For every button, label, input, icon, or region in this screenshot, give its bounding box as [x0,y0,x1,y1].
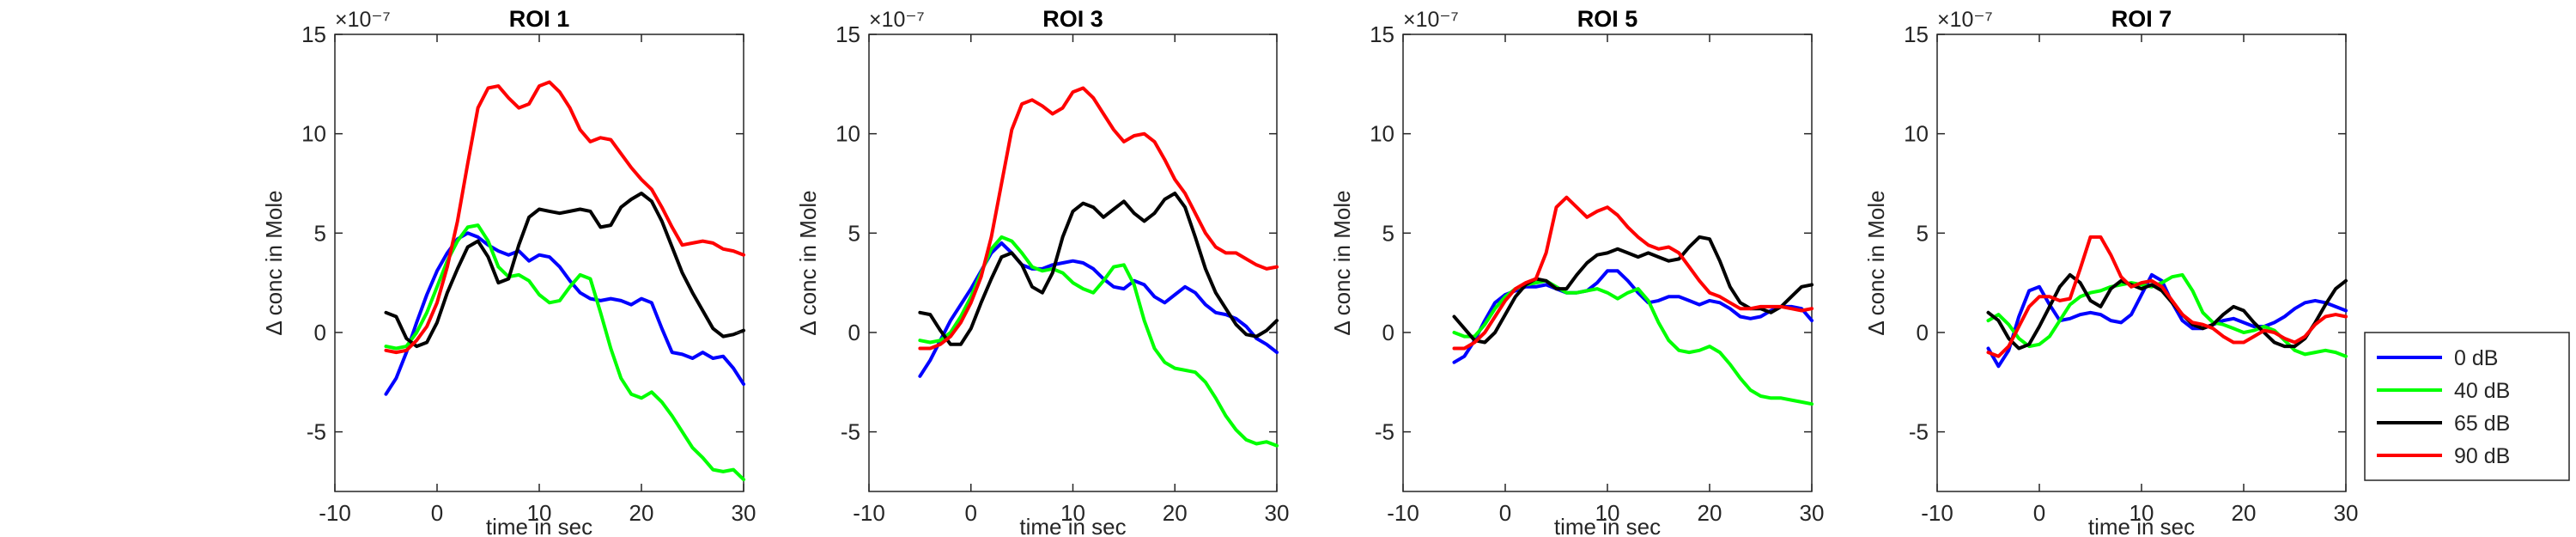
y-tick-label: 15 [1904,21,1929,47]
legend-label: 90 dB [2454,444,2510,468]
y-tick-label: 0 [1917,320,1929,345]
x-tick-label: 20 [1698,500,1722,526]
x-tick-label: -10 [319,500,351,526]
series-line-90-db [1986,235,2348,358]
chart-title: ROI 5 [1577,6,1638,32]
y-tick-label: 10 [1904,121,1929,147]
x-tick-label: 0 [965,500,977,526]
y-tick-label: -5 [841,419,860,445]
y-tick-label: 15 [1370,21,1394,47]
x-axis-label: time in sec [1019,514,1126,537]
y-axis-multiplier: ×10⁻⁷ [1403,8,1459,32]
y-axis-label: Δ conc in Mole [795,190,821,335]
x-axis-label: time in sec [2088,514,2195,537]
series-line-65-db [1986,272,2348,351]
y-tick-label: 5 [1917,220,1929,246]
series-line-65-db [918,192,1279,346]
legend-label: 0 dB [2454,346,2498,370]
x-tick-label: 0 [1499,500,1511,526]
series-line-40-db [384,223,745,482]
x-tick-label: -10 [1921,500,1953,526]
x-tick-label: 30 [1800,500,1825,526]
x-tick-label: 10 [527,500,552,526]
x-tick-label: 0 [431,500,443,526]
y-axis-label: Δ conc in Mole [261,190,287,335]
series-line-90-db [384,80,745,355]
legend-label: 40 dB [2454,379,2510,403]
x-tick-label: -10 [853,500,885,526]
y-tick-label: 5 [848,220,860,246]
axes-box [1402,34,1813,492]
chart-title: ROI 7 [2111,6,2172,32]
y-axis-multiplier: ×10⁻⁷ [1937,8,1993,32]
x-tick-label: 10 [1595,500,1620,526]
y-tick-label: 0 [1382,320,1394,345]
x-axis-label: time in sec [1554,514,1661,537]
series-line-90-db [1452,195,1814,351]
x-tick-label: 10 [2129,500,2154,526]
x-tick-label: 20 [2232,500,2257,526]
x-tick-label: 30 [2334,500,2359,526]
x-tick-label: 10 [1060,500,1085,526]
x-tick-label: 30 [1265,500,1290,526]
y-tick-label: 10 [1370,121,1394,147]
y-tick-label: 5 [1382,220,1394,246]
chart-panel-3: -10 0 10 20 30 -5 0 5 10 15 ROI 5 ×10⁻⁷ time in sec Δ… [1329,6,1824,537]
y-tick-label: 5 [314,220,326,246]
series-line-0-db [384,231,745,396]
legend-label: 65 dB [2454,412,2510,436]
y-tick-label: -5 [1375,419,1394,445]
y-axis-label: Δ conc in Mole [1863,190,1889,335]
axes-box [868,34,1278,492]
series-line-65-db [384,192,745,349]
y-tick-label: -5 [307,419,326,445]
x-tick-label: 30 [732,500,756,526]
chart-title: ROI 1 [509,6,570,32]
y-tick-label: 15 [835,21,860,47]
chart-panel-1: -10 0 10 20 30 -5 0 5 10 15 ROI 1 ×10⁻⁷ time in sec Δ… [261,6,756,537]
axes-box [334,34,744,492]
y-axis-label: Δ conc in Mole [1329,190,1355,335]
y-axis-multiplier: ×10⁻⁷ [335,8,391,32]
series-line-90-db [918,86,1279,351]
y-tick-label: 10 [835,121,860,147]
legend: 0 dB 40 dB 65 dB 90 dB [2364,332,2570,481]
axes-box [1936,34,2347,492]
x-tick-label: 20 [629,500,654,526]
x-tick-label: 0 [2033,500,2045,526]
x-tick-label: -10 [1387,500,1419,526]
chart-title: ROI 3 [1042,6,1103,32]
y-axis-multiplier: ×10⁻⁷ [869,8,925,32]
x-axis-label: time in sec [486,514,592,537]
y-tick-label: 10 [301,121,326,147]
chart-panel-4: -10 0 10 20 30 -5 0 5 10 15 ROI 7 ×10⁻⁷ time in sec Δ… [1863,6,2358,537]
y-tick-label: 15 [301,21,326,47]
x-tick-label: 20 [1163,500,1188,526]
y-tick-label: 0 [848,320,860,345]
y-tick-label: -5 [1909,419,1929,445]
y-tick-label: 0 [314,320,326,345]
series-line-40-db [1986,272,2348,358]
chart-panel-2: -10 0 10 20 30 -5 0 5 10 15 ROI 3 ×10⁻⁷ time in sec Δ… [795,6,1289,537]
